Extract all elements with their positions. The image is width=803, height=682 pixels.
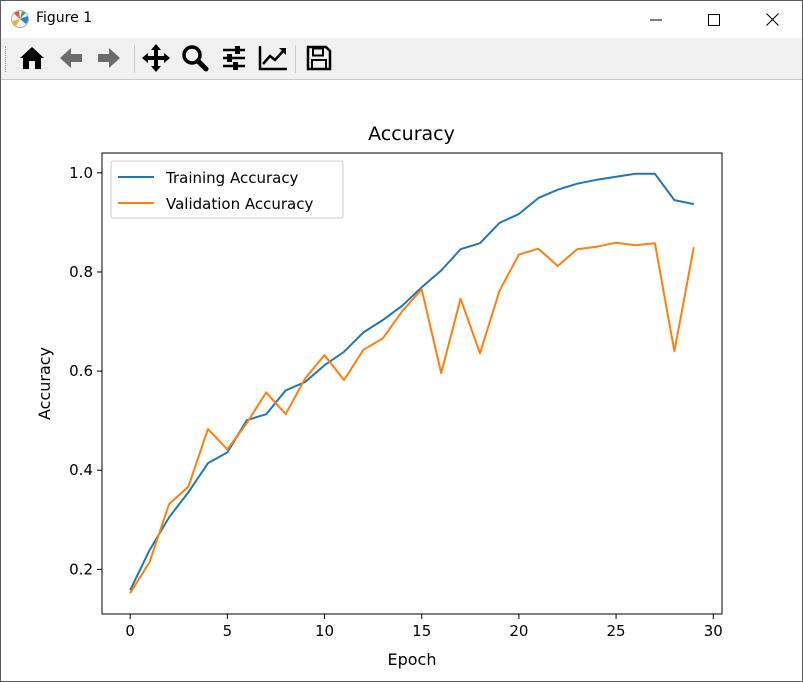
save-button[interactable] [302, 41, 336, 75]
lines-layer [129, 172, 695, 594]
x-tick-label: 0 [125, 622, 135, 640]
minimize-icon [650, 19, 662, 20]
series-line-validation [129, 241, 695, 594]
navigation-toolbar [1, 38, 802, 80]
matplotlib-app-icon [11, 10, 29, 28]
minimize-button[interactable] [627, 1, 685, 38]
chart-title: Accuracy [368, 123, 455, 145]
configure-subplots-button[interactable] [217, 41, 251, 75]
x-axis-label: Epoch [388, 650, 437, 669]
toolbar-separator [134, 45, 135, 73]
configure-subplots-icon [223, 46, 245, 70]
window-title: Figure 1 [36, 10, 93, 26]
forward-icon [98, 48, 120, 68]
x-tick-label: 15 [412, 622, 431, 640]
y-tick-label: 1.0 [69, 164, 93, 182]
maximize-icon [708, 13, 720, 26]
legend-box [110, 160, 344, 219]
edit-axis-button[interactable] [256, 41, 290, 75]
close-button[interactable] [743, 1, 801, 38]
y-tick-label: 0.6 [69, 362, 93, 380]
back-button[interactable] [54, 41, 88, 75]
toolbar-grip [5, 46, 8, 72]
legend: Training Accuracy Validation Accuracy [110, 160, 344, 219]
figure-canvas[interactable]: Accuracy 0 5 10 15 20 25 30 0.2 0.4 0.6 0.8 1.0 Epo… [1, 80, 802, 681]
forward-button[interactable] [92, 41, 126, 75]
x-tick-label: 30 [704, 622, 723, 640]
edit-axis-icon [258, 46, 287, 71]
title-bar: Figure 1 [1, 1, 802, 38]
back-icon [60, 48, 82, 68]
y-axis-label: Accuracy [35, 347, 54, 420]
save-icon [306, 45, 332, 71]
pan-button[interactable] [139, 41, 173, 75]
y-tick-label: 0.8 [69, 263, 93, 281]
x-tick-label: 5 [223, 622, 233, 640]
series-line-training [129, 172, 695, 591]
close-icon [765, 13, 779, 26]
toolbar-separator [295, 45, 296, 73]
x-tick-label: 25 [607, 622, 626, 640]
ticks-layer: 0 5 10 15 20 25 30 0.2 0.4 0.6 0.8 1.0 [69, 164, 723, 640]
maximize-button[interactable] [685, 1, 743, 38]
axes-frame [101, 152, 723, 615]
y-tick-label: 0.2 [69, 560, 93, 578]
legend-label: Validation Accuracy [166, 195, 313, 213]
legend-label: Training Accuracy [165, 169, 299, 187]
x-tick-label: 10 [315, 622, 334, 640]
zoom-icon [182, 45, 209, 72]
zoom-button[interactable] [178, 41, 212, 75]
chart-area[interactable]: 0 5 10 15 20 25 30 0.2 0.4 0.6 0.8 1.0 Epoch Accura… [1, 80, 802, 681]
home-icon [20, 47, 44, 69]
home-button[interactable] [15, 41, 49, 75]
y-tick-label: 0.4 [69, 461, 93, 479]
pan-icon [142, 44, 170, 72]
x-tick-label: 20 [509, 622, 528, 640]
